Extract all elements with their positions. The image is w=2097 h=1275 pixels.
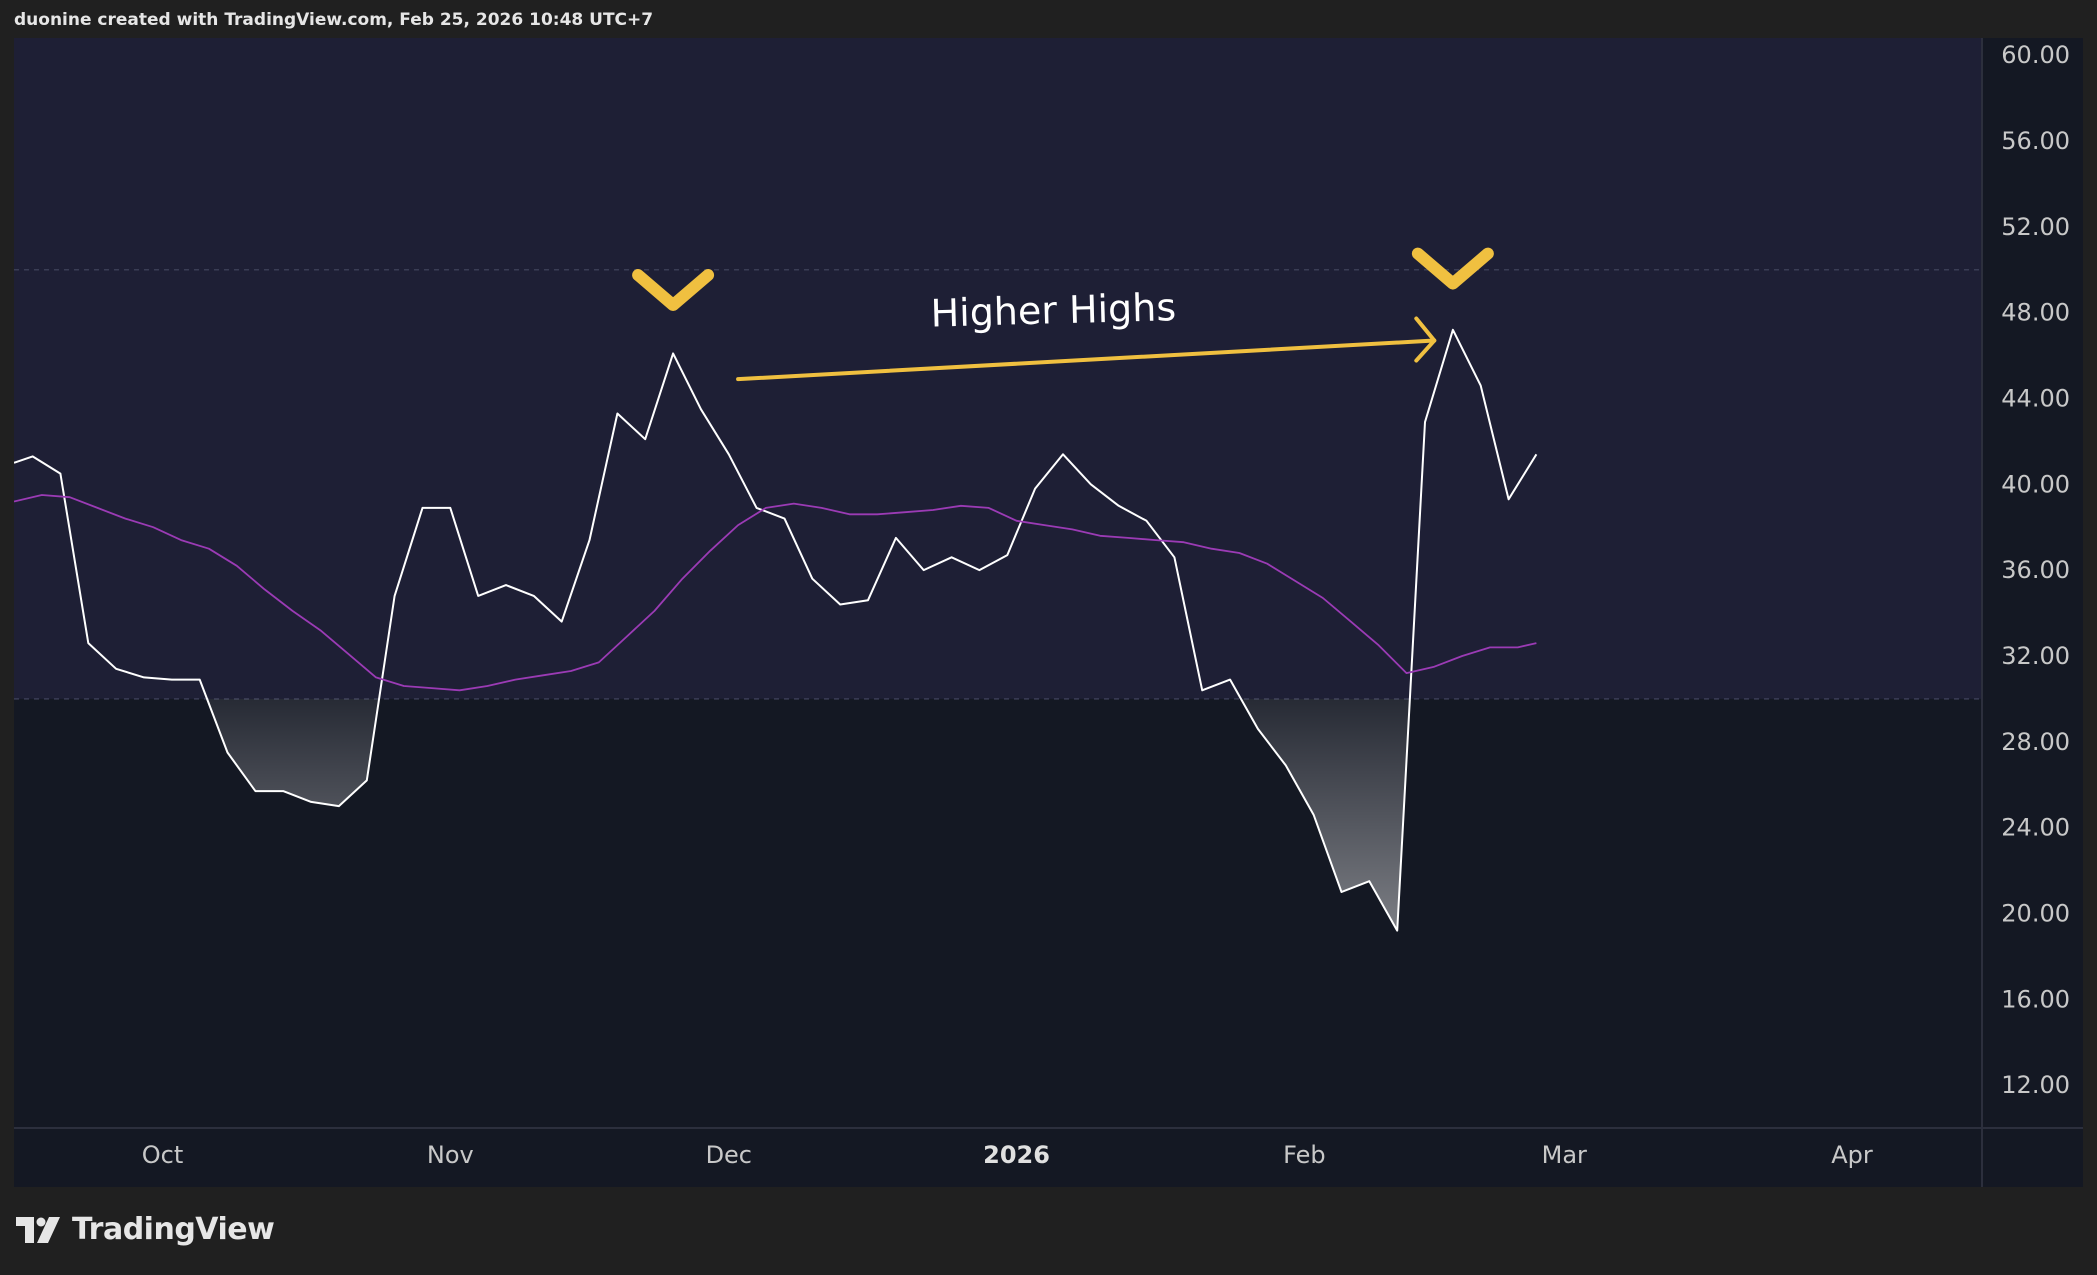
y-tick-label: 32.00 (2001, 642, 2070, 670)
oversold-fill-2 (1241, 698, 1410, 931)
x-tick-label: Feb (1283, 1141, 1326, 1169)
tradingview-logo-icon (16, 1216, 60, 1243)
arrow-shaft (736, 338, 1437, 382)
rsi-chart[interactable]: Higher Highs 60.00 56.00 52.00 48.00 44.00 40… (14, 38, 2083, 1187)
attribution-header: duonine created with TradingView.com, Fe… (14, 10, 654, 30)
chevron-down-marker (632, 269, 715, 312)
y-tick-label: 20.00 (2001, 899, 2070, 927)
x-tick-label: Nov (427, 1141, 474, 1169)
y-tick-label: 40.00 (2001, 470, 2070, 498)
rsi-ma-line (14, 494, 1537, 692)
x-tick-label: Mar (1542, 1141, 1587, 1169)
higher-highs-label: Higher Highs (930, 285, 1177, 335)
x-tick-label: 2026 (983, 1141, 1050, 1169)
y-tick-label: 44.00 (2001, 384, 2070, 412)
y-tick-label: 56.00 (2001, 127, 2070, 155)
y-tick-label: 28.00 (2001, 728, 2070, 756)
y-tick-label: 60.00 (2001, 41, 2070, 69)
x-tick-label: Dec (706, 1141, 752, 1169)
tradingview-brand-text: TradingView (72, 1212, 275, 1247)
oversold-fill-1 (207, 698, 380, 807)
y-tick-label: 12.00 (2001, 1071, 2070, 1099)
x-tick-label: Oct (142, 1141, 184, 1169)
higher-highs-arrow (736, 316, 1437, 382)
y-tick-label: 36.00 (2001, 556, 2070, 584)
chart-panel[interactable]: Higher Highs 60.00 56.00 52.00 48.00 44.00 40… (14, 38, 2083, 1187)
x-tick-label: Apr (1831, 1141, 1873, 1169)
band-background (14, 38, 1982, 699)
tradingview-logo[interactable]: TradingView (16, 1212, 275, 1247)
rsi-line (14, 328, 1538, 932)
y-tick-label: 52.00 (2001, 213, 2070, 241)
y-tick-label: 16.00 (2001, 985, 2070, 1013)
arrow-head (1414, 316, 1437, 363)
y-tick-label: 48.00 (2001, 299, 2070, 327)
y-tick-label: 24.00 (2001, 814, 2070, 842)
chevron-down-marker (1411, 247, 1494, 290)
